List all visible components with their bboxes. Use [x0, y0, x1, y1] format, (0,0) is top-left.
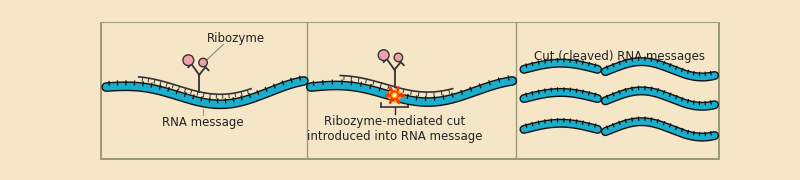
Text: Ribozyme: Ribozyme	[206, 32, 265, 45]
Circle shape	[393, 93, 397, 97]
Circle shape	[394, 53, 402, 62]
Circle shape	[199, 58, 207, 67]
Text: Cut (cleaved) RNA messages: Cut (cleaved) RNA messages	[534, 50, 705, 63]
Text: RNA message: RNA message	[162, 116, 244, 129]
Text: Ribozyme-mediated cut
introduced into RNA message: Ribozyme-mediated cut introduced into RN…	[306, 115, 482, 143]
Circle shape	[390, 91, 398, 99]
FancyBboxPatch shape	[101, 22, 719, 159]
Circle shape	[183, 55, 194, 66]
Circle shape	[378, 50, 389, 60]
